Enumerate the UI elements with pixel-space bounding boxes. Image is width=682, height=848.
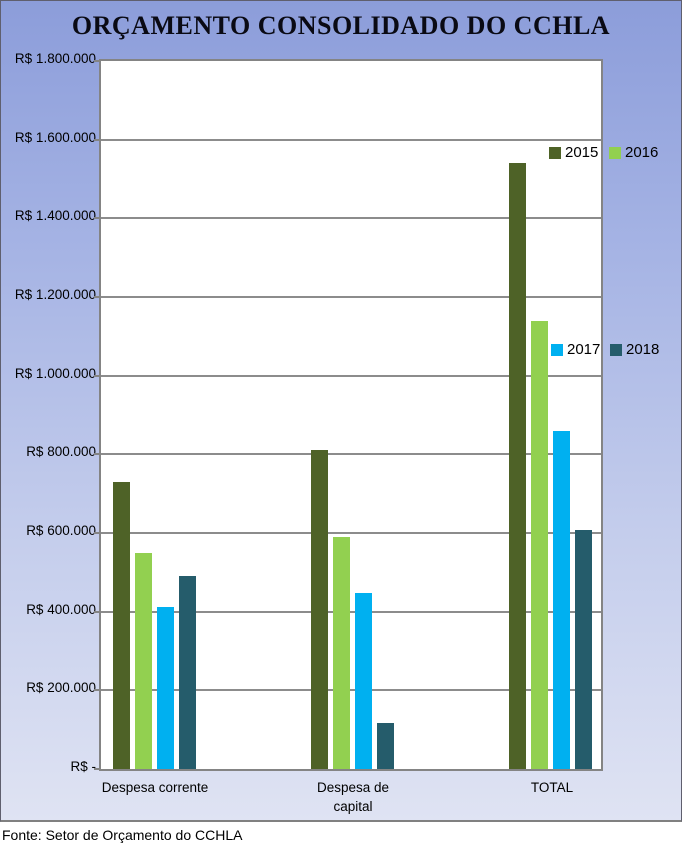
x-category-label: TOTAL [530, 780, 574, 795]
bar-2016-category-0 [135, 553, 152, 769]
y-tick-label: R$ 400.000 [26, 601, 96, 617]
y-tick-mark [94, 610, 101, 613]
bar-2016-category-1 [333, 537, 350, 769]
plot-area [99, 59, 603, 771]
source-note: Fonte: Setor de Orçamento do CCHLA [0, 822, 682, 848]
legend-label: 2018 [626, 341, 660, 358]
legend-label: 2017 [567, 341, 601, 358]
bar-2018-category-0 [179, 576, 196, 769]
chart-panel: ORÇAMENTO CONSOLIDADO DO CCHLA R$ - R$ 20… [0, 0, 682, 822]
y-tick-label: R$ - [70, 759, 96, 774]
gridline [101, 453, 601, 456]
y-tick-mark [94, 374, 101, 377]
legend-label: 2016 [625, 144, 659, 161]
bar-2017-category-2 [553, 431, 570, 769]
y-tick-label: R$ 800.000 [26, 444, 96, 460]
x-category-label: Despesa de capital [316, 780, 390, 814]
bar-2015-category-2 [509, 163, 526, 769]
y-tick-mark [94, 138, 101, 141]
bar-2016-category-2 [531, 321, 548, 769]
y-tick-label: R$ 1.800.000 [14, 51, 96, 66]
bar-2018-category-2 [575, 530, 592, 769]
y-tick-label: R$ 600.000 [26, 523, 96, 538]
y-tick-mark [94, 532, 101, 534]
legend-item-2016: 2016 [609, 144, 658, 161]
y-tick-mark [94, 689, 101, 692]
gridline [101, 217, 601, 220]
chart-title: ORÇAMENTO CONSOLIDADO DO CCHLA [71, 11, 611, 40]
y-tick-label: R$ 1.600.000 [14, 129, 96, 145]
bar-2015-category-0 [113, 482, 130, 769]
y-tick-mark [94, 453, 101, 456]
legend-swatch-icon [549, 146, 561, 159]
y-tick-mark [94, 296, 101, 298]
legend-item-2015: 2015 [549, 144, 598, 161]
y-tick-label: R$ 1.000.000 [14, 365, 96, 381]
gridline [101, 138, 601, 141]
bar-2018-category-1 [377, 723, 394, 769]
legend-label: 2015 [565, 144, 599, 161]
legend-item-2018: 2018 [610, 341, 659, 358]
y-tick-label: R$ 200.000 [26, 680, 96, 696]
legend-item-2017: 2017 [551, 341, 600, 358]
gridline [101, 296, 601, 298]
bar-2017-category-1 [355, 593, 372, 769]
gridline [101, 374, 601, 377]
y-tick-label: R$ 1.400.000 [14, 208, 96, 224]
legend-swatch-icon [609, 146, 621, 159]
gridline [101, 689, 601, 692]
legend-swatch-icon [610, 343, 622, 356]
y-tick-mark [94, 768, 101, 770]
y-tick-label: R$ 1.200.000 [14, 287, 96, 302]
legend-swatch-icon [551, 343, 563, 356]
y-tick-mark [94, 60, 101, 62]
x-category-label: Despesa corrente [101, 780, 209, 795]
gridline [101, 532, 601, 534]
bar-2015-category-1 [311, 450, 328, 769]
gridline [101, 610, 601, 613]
bar-2017-category-0 [157, 607, 174, 769]
y-tick-mark [94, 217, 101, 220]
